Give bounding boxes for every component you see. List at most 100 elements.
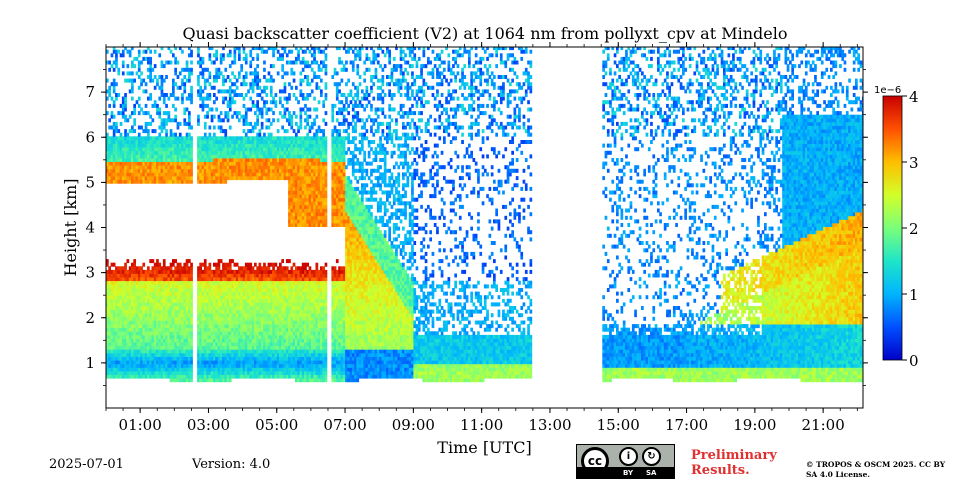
heatmap-cell xyxy=(290,151,293,155)
heatmap-cell xyxy=(190,93,193,97)
heatmap-cell xyxy=(131,346,134,350)
heatmap-cell xyxy=(311,183,314,187)
heatmap-cell xyxy=(252,284,255,288)
heatmap-cell xyxy=(270,295,273,299)
heatmap-cell xyxy=(133,299,136,303)
heatmap-cell xyxy=(183,147,186,151)
heatmap-cell xyxy=(284,328,287,332)
heatmap-cell xyxy=(234,274,237,278)
heatmap-cell xyxy=(300,212,303,216)
heatmap-cell xyxy=(113,122,116,126)
heatmap-cell xyxy=(215,136,218,140)
heatmap-cell xyxy=(206,162,209,166)
heatmap-cell xyxy=(131,331,134,335)
heatmap-cell xyxy=(199,93,202,97)
heatmap-cell xyxy=(206,306,209,310)
heatmap-cell xyxy=(281,147,284,151)
heatmap-cell xyxy=(138,281,141,285)
heatmap-cell xyxy=(284,299,287,303)
heatmap-cell xyxy=(127,288,130,292)
heatmap-cell xyxy=(204,259,207,263)
heatmap-cell xyxy=(220,277,223,281)
heatmap-cell xyxy=(215,378,218,382)
heatmap-cell xyxy=(115,50,118,54)
heatmap-cell xyxy=(177,321,180,325)
heatmap-cell xyxy=(300,335,303,339)
heatmap-cell xyxy=(302,136,305,140)
heatmap-cell xyxy=(170,158,173,162)
heatmap-cell xyxy=(252,176,255,180)
heatmap-cell xyxy=(158,97,161,101)
heatmap-cell xyxy=(161,321,164,325)
heatmap-cell xyxy=(163,353,166,357)
heatmap-cell xyxy=(108,324,111,328)
heatmap-cell xyxy=(270,310,273,314)
heatmap-cell xyxy=(290,162,293,166)
heatmap-cell xyxy=(213,136,216,140)
heatmap-cell xyxy=(154,147,157,151)
heatmap-cell xyxy=(306,97,309,101)
heatmap-cell xyxy=(275,151,278,155)
heatmap-cell xyxy=(261,158,264,162)
heatmap-cell xyxy=(152,360,155,364)
heatmap-cell xyxy=(270,100,273,104)
heatmap-cell xyxy=(215,274,218,278)
heatmap-cell xyxy=(234,302,237,306)
heatmap-cell xyxy=(263,144,266,148)
heatmap-cell xyxy=(259,302,262,306)
heatmap-cell xyxy=(306,194,309,198)
heatmap-cell xyxy=(147,299,150,303)
heatmap-cell xyxy=(313,292,316,296)
heatmap-cell xyxy=(131,360,134,364)
heatmap-cell xyxy=(133,147,136,151)
heatmap-cell xyxy=(131,375,134,379)
heatmap-cell xyxy=(117,321,120,325)
heatmap-cell xyxy=(199,144,202,148)
heatmap-cell xyxy=(136,288,139,292)
heatmap-cell xyxy=(199,147,202,151)
heatmap-cell xyxy=(240,295,243,299)
heatmap-cell xyxy=(147,292,150,296)
heatmap-cell xyxy=(206,165,209,169)
heatmap-cell xyxy=(300,154,303,158)
heatmap-cell xyxy=(145,313,148,317)
heatmap-cell xyxy=(238,371,241,375)
heatmap-cell xyxy=(268,349,271,353)
heatmap-cell xyxy=(309,147,312,151)
heatmap-cell xyxy=(281,151,284,155)
heatmap-cell xyxy=(202,136,205,140)
heatmap-cell xyxy=(163,364,166,368)
heatmap-cell xyxy=(211,335,214,339)
heatmap-cell xyxy=(152,259,155,263)
heatmap-cell xyxy=(245,367,248,371)
heatmap-cell xyxy=(224,277,227,281)
heatmap-cell xyxy=(213,378,216,382)
heatmap-cell xyxy=(170,180,173,184)
heatmap-cell xyxy=(300,198,303,202)
heatmap-cell xyxy=(154,136,157,140)
heatmap-cell xyxy=(199,172,202,176)
heatmap-cell xyxy=(122,154,125,158)
heatmap-cell xyxy=(108,86,111,90)
heatmap-cell xyxy=(124,108,127,112)
heatmap-cell xyxy=(142,277,145,281)
heatmap-cell xyxy=(243,353,246,357)
heatmap-cell xyxy=(306,191,309,195)
heatmap-cell xyxy=(213,263,216,267)
heatmap-cell xyxy=(252,349,255,353)
heatmap-cell xyxy=(229,321,232,325)
heatmap-cell xyxy=(199,140,202,144)
heatmap-cell xyxy=(156,151,159,155)
heatmap-cell xyxy=(172,371,175,375)
heatmap-cell xyxy=(249,270,252,274)
heatmap-cell xyxy=(245,371,248,375)
heatmap-cell xyxy=(249,321,252,325)
heatmap-cell xyxy=(215,346,218,350)
heatmap-cell xyxy=(122,302,125,306)
heatmap-cell xyxy=(147,342,150,346)
heatmap-cell xyxy=(222,353,225,357)
heatmap-cell xyxy=(190,281,193,285)
heatmap-cell xyxy=(190,324,193,328)
heatmap-cell xyxy=(284,89,287,93)
heatmap-cell xyxy=(297,317,300,321)
